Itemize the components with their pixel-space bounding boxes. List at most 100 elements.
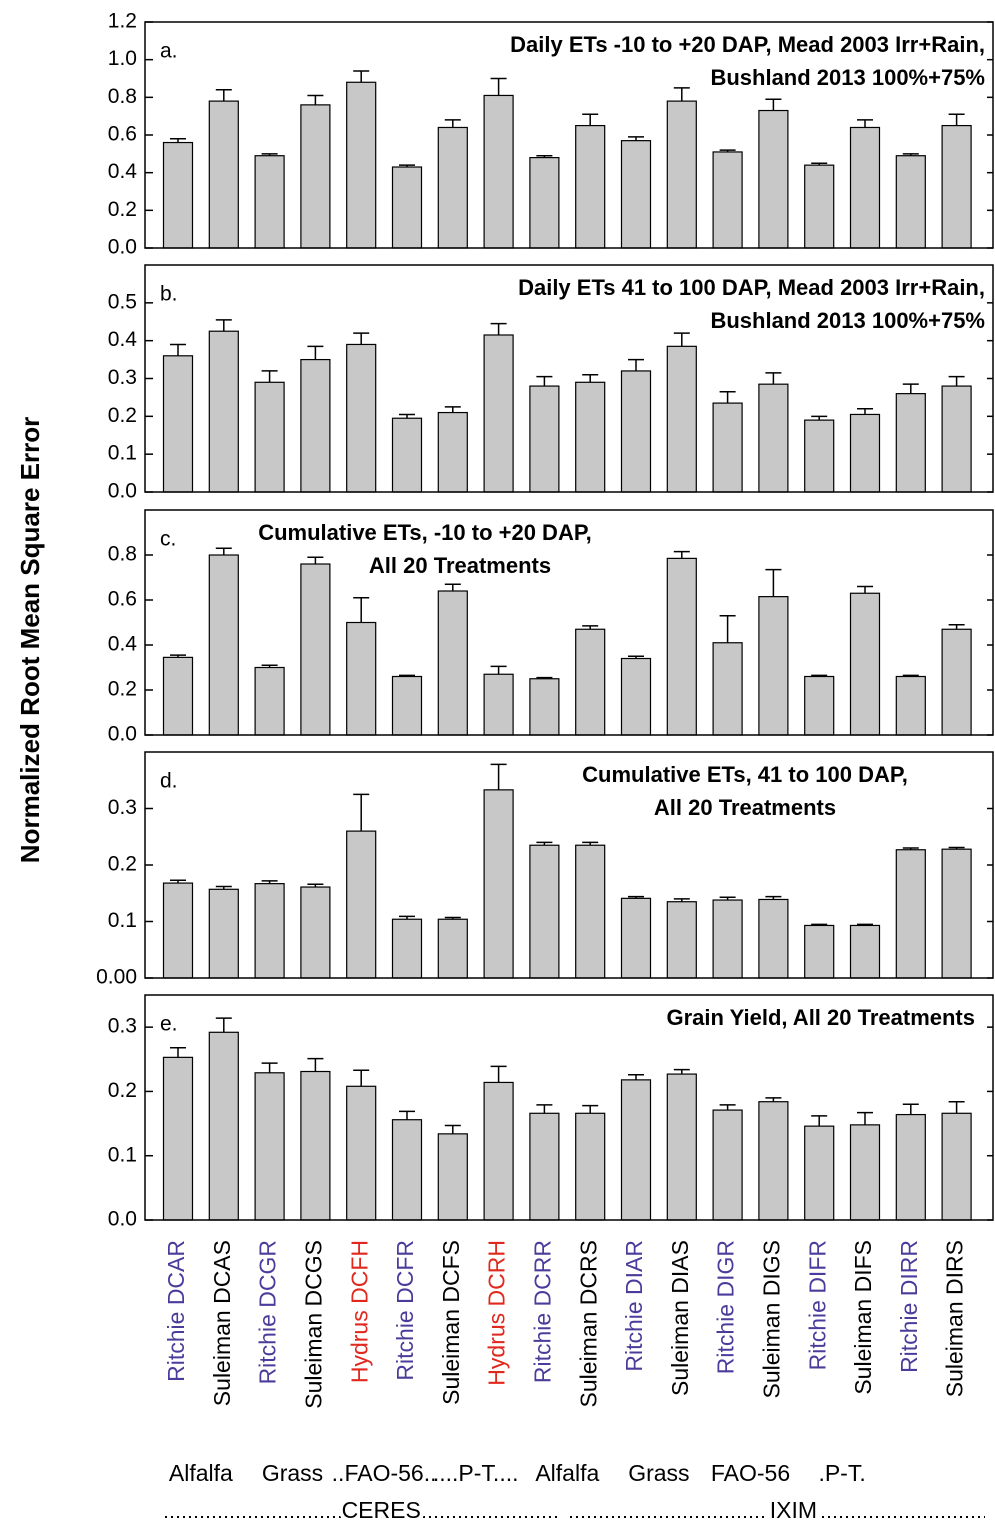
bar bbox=[346, 81, 377, 249]
panel-title: Daily ETs -10 to +20 DAP, Mead 2003 Irr+… bbox=[510, 32, 985, 57]
y-tick-label: 0.2 bbox=[108, 198, 137, 221]
error-bar bbox=[765, 372, 782, 385]
error-bar bbox=[811, 162, 828, 166]
bar bbox=[254, 155, 285, 249]
bar bbox=[208, 888, 239, 979]
bar bbox=[712, 402, 743, 493]
error-bar bbox=[857, 585, 873, 594]
bar bbox=[620, 1079, 652, 1221]
error-bar bbox=[261, 1062, 278, 1073]
bar bbox=[529, 1112, 560, 1221]
bar bbox=[391, 166, 423, 249]
panel-title: Grain Yield, All 20 Treatments bbox=[666, 1005, 975, 1030]
error-bar bbox=[719, 896, 736, 901]
error-bar bbox=[170, 654, 186, 658]
error-bar bbox=[719, 149, 736, 152]
error-bar bbox=[215, 89, 232, 102]
plot-frame bbox=[144, 994, 994, 1221]
bar bbox=[346, 343, 377, 493]
error-bar bbox=[765, 1097, 782, 1102]
bar bbox=[483, 94, 514, 249]
plot-frame bbox=[144, 751, 994, 979]
error-bar bbox=[857, 923, 873, 926]
super-group-label: CERES bbox=[342, 1497, 421, 1523]
bar bbox=[346, 830, 377, 979]
x-tick-label: Hydrus DCFH bbox=[346, 1240, 372, 1383]
bar bbox=[712, 642, 743, 736]
error-bar bbox=[261, 370, 278, 383]
panel-label: e. bbox=[160, 1013, 178, 1036]
error-bar bbox=[170, 343, 186, 356]
error-bar bbox=[399, 413, 415, 419]
x-tick-label: Ritchie DIGR bbox=[713, 1240, 739, 1374]
bar bbox=[941, 1112, 972, 1221]
group-label: FAO-56 bbox=[711, 1460, 790, 1486]
bar bbox=[895, 1113, 926, 1221]
error-bar bbox=[765, 568, 782, 597]
bar bbox=[437, 918, 468, 979]
group-label: ....P-T.... bbox=[433, 1460, 519, 1486]
bar bbox=[437, 126, 468, 249]
bar bbox=[529, 385, 560, 493]
x-tick-label: Suleiman DCRS bbox=[575, 1240, 601, 1407]
error-bar bbox=[857, 408, 873, 415]
error-bar bbox=[444, 119, 461, 128]
x-tick-label: Ritchie DIFR bbox=[804, 1240, 830, 1370]
bar bbox=[575, 124, 606, 249]
bar bbox=[758, 383, 789, 493]
bar bbox=[346, 621, 377, 736]
bar bbox=[483, 334, 514, 493]
bar bbox=[804, 419, 835, 493]
error-bar bbox=[536, 375, 553, 387]
bar bbox=[804, 164, 835, 249]
y-tick-label: 0.8 bbox=[108, 85, 137, 108]
x-tick-label: Ritchie DCRR bbox=[529, 1240, 555, 1383]
error-bar bbox=[902, 383, 919, 394]
error-bar bbox=[536, 841, 553, 846]
y-tick-label: 1.0 bbox=[108, 47, 137, 70]
bar bbox=[895, 849, 926, 979]
error-bar bbox=[170, 1046, 186, 1058]
error-bar bbox=[307, 556, 324, 564]
bar bbox=[620, 370, 652, 493]
error-bar bbox=[490, 322, 507, 335]
y-tick-label: 0.4 bbox=[108, 633, 138, 656]
error-bar bbox=[536, 1104, 553, 1114]
x-tick-label: Suleiman DCAS bbox=[209, 1240, 235, 1406]
y-tick-label: 0.1 bbox=[108, 442, 137, 465]
y-tick-label: 0.0 bbox=[108, 723, 137, 746]
error-bar bbox=[261, 153, 278, 156]
bar bbox=[804, 924, 835, 979]
plot-frame bbox=[144, 264, 994, 493]
error-bar bbox=[399, 674, 415, 677]
bar bbox=[437, 1133, 468, 1221]
y-tick-label: 0.2 bbox=[108, 678, 137, 701]
bar bbox=[529, 157, 560, 249]
error-bar bbox=[582, 625, 599, 630]
bar bbox=[895, 675, 926, 736]
bar bbox=[254, 381, 285, 493]
bar bbox=[575, 381, 606, 493]
error-bar bbox=[170, 138, 186, 143]
x-tick-label: Hydrus DCRH bbox=[484, 1240, 510, 1386]
bar bbox=[620, 657, 652, 736]
x-tick-label: Suleiman DIRS bbox=[942, 1240, 968, 1397]
y-tick-label: 0.5 bbox=[108, 290, 137, 313]
bar bbox=[666, 901, 697, 979]
bar bbox=[254, 883, 285, 979]
error-bar bbox=[353, 70, 370, 83]
bar bbox=[849, 1124, 881, 1221]
error-bar bbox=[857, 1111, 873, 1125]
y-tick-label: 0.00 bbox=[96, 966, 137, 989]
error-bar bbox=[673, 87, 690, 102]
bar bbox=[437, 590, 468, 736]
bar bbox=[941, 628, 972, 736]
panel-label: a. bbox=[160, 40, 178, 63]
bar bbox=[162, 141, 194, 249]
error-bar bbox=[673, 898, 690, 902]
bar bbox=[162, 656, 194, 736]
bar bbox=[346, 1085, 377, 1221]
error-bar bbox=[170, 879, 186, 884]
error-bar bbox=[353, 793, 370, 832]
y-tick-label: 0.6 bbox=[108, 588, 137, 611]
